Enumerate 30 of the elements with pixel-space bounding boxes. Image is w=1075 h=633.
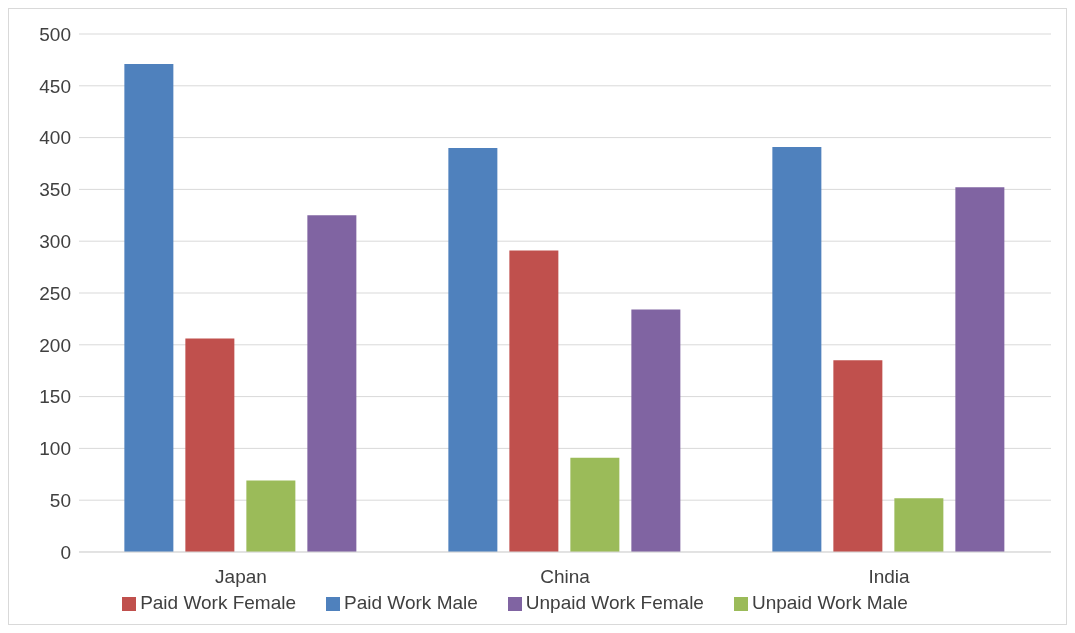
y-tick-label: 100: [39, 438, 71, 460]
bar: [246, 480, 296, 552]
legend-label: Paid Work Male: [344, 592, 478, 613]
y-tick-label: 0: [60, 541, 71, 563]
x-tick-label: China: [540, 566, 591, 588]
bar: [124, 64, 174, 552]
bar: [448, 147, 498, 552]
y-tick-label: 450: [39, 75, 71, 97]
y-tick-label: 200: [39, 334, 71, 356]
y-tick-label: 250: [39, 282, 71, 304]
bar: [570, 457, 620, 552]
legend-label: Unpaid Work Male: [751, 592, 908, 613]
bar: [509, 250, 559, 552]
bar: [307, 215, 357, 552]
y-tick-label: 300: [39, 230, 71, 252]
x-tick-label: India: [868, 566, 911, 588]
bar: [772, 146, 822, 552]
bar: [185, 338, 235, 552]
bar: [955, 187, 1005, 552]
x-tick-label: Japan: [215, 566, 267, 588]
y-tick-label: 400: [39, 127, 71, 149]
legend-label: Unpaid Work Female: [525, 592, 704, 613]
bar: [833, 360, 883, 552]
y-tick-label: 500: [39, 23, 71, 45]
legend-label: Paid Work Female: [140, 592, 297, 613]
bar: [894, 498, 944, 552]
bar: [631, 309, 681, 552]
y-tick-label: 150: [39, 386, 71, 408]
y-tick-label: 350: [39, 179, 71, 201]
y-tick-label: 50: [49, 489, 71, 511]
